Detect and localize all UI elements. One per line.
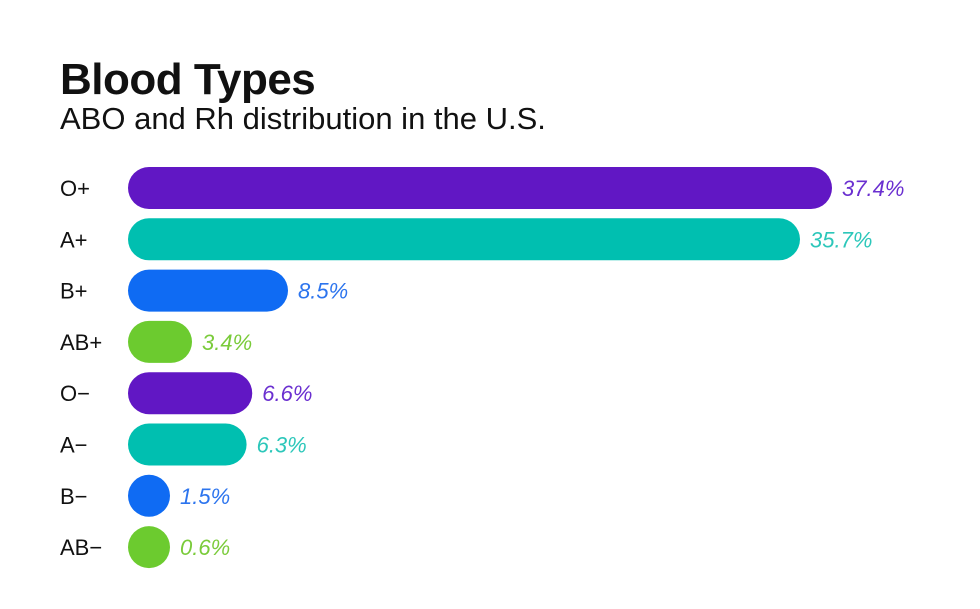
category-label: B+ — [60, 279, 88, 304]
category-label: O+ — [60, 176, 90, 201]
bar — [128, 167, 832, 209]
category-label: A+ — [60, 227, 88, 252]
category-label: AB+ — [60, 330, 102, 355]
value-label: 3.4% — [202, 330, 252, 355]
bar — [128, 423, 247, 466]
chart-subtitle: ABO and Rh distribution in the U.S. — [60, 101, 546, 136]
bar — [128, 526, 170, 569]
value-label: 37.4% — [842, 176, 904, 201]
bar — [128, 372, 253, 415]
category-label: B− — [60, 484, 88, 509]
category-label: A− — [60, 433, 88, 458]
bar — [128, 218, 800, 261]
value-label: 6.3% — [257, 433, 307, 458]
value-label: 6.6% — [262, 381, 312, 406]
value-label: 0.6% — [180, 535, 230, 560]
bar — [128, 474, 170, 517]
value-label: 35.7% — [810, 227, 872, 252]
category-label: O− — [60, 381, 90, 406]
value-label: 1.5% — [180, 484, 230, 509]
value-label: 8.5% — [298, 279, 348, 304]
bar — [128, 320, 192, 363]
bar — [128, 269, 288, 312]
category-label: AB− — [60, 535, 102, 560]
chart-title: Blood Types — [60, 55, 316, 104]
